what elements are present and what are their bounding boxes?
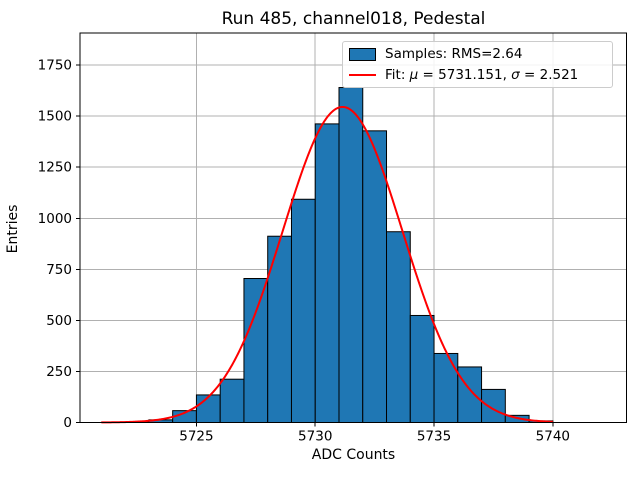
samples-swatch-icon [349, 47, 376, 61]
legend-fit-label: Fit: μ = 5731.151, σ = 2.521 [385, 66, 579, 83]
y-tick-label: 1250 [38, 160, 72, 176]
y-axis-label: Entries [5, 204, 21, 254]
fit-line-icon [349, 73, 376, 76]
histogram-bar [290, 198, 316, 423]
histogram-bar [243, 278, 269, 423]
histogram-bar [362, 130, 388, 423]
y-tick-label: 1750 [38, 58, 72, 74]
y-tick-label: 1500 [38, 109, 72, 125]
histogram-bar [457, 366, 483, 423]
histogram-bar [409, 314, 435, 423]
y-tick-label: 500 [46, 313, 72, 329]
legend-samples-label: Samples: RMS=2.64 [385, 46, 523, 63]
histogram-bar [338, 87, 364, 423]
y-tick-label: 750 [46, 262, 72, 278]
legend-entry-samples: Samples: RMS=2.64 [349, 46, 606, 62]
histogram-bar [219, 378, 245, 423]
histogram-bar [433, 352, 459, 424]
legend: Samples: RMS=2.64 Fit: μ = 5731.151, σ =… [342, 41, 613, 88]
chart-title: Run 485, channel018, Pedestal [221, 9, 486, 29]
legend-entry-fit: Fit: μ = 5731.151, σ = 2.521 [349, 67, 606, 83]
x-tick-label: 5740 [536, 429, 570, 445]
y-tick-label: 0 [63, 415, 72, 431]
axes-spine [79, 32, 627, 423]
x-tick-label: 5725 [179, 429, 213, 445]
y-tick-label: 250 [46, 364, 72, 380]
x-tick-label: 5735 [417, 429, 451, 445]
histogram-bar [481, 388, 506, 423]
x-tick-label: 5730 [298, 429, 332, 445]
y-tick-label: 1000 [38, 211, 72, 227]
histogram-bar [314, 123, 340, 424]
fit-curve [101, 105, 553, 424]
histogram-bar [386, 231, 411, 423]
histogram-bar [195, 394, 221, 423]
x-axis-label: ADC Counts [311, 447, 396, 463]
